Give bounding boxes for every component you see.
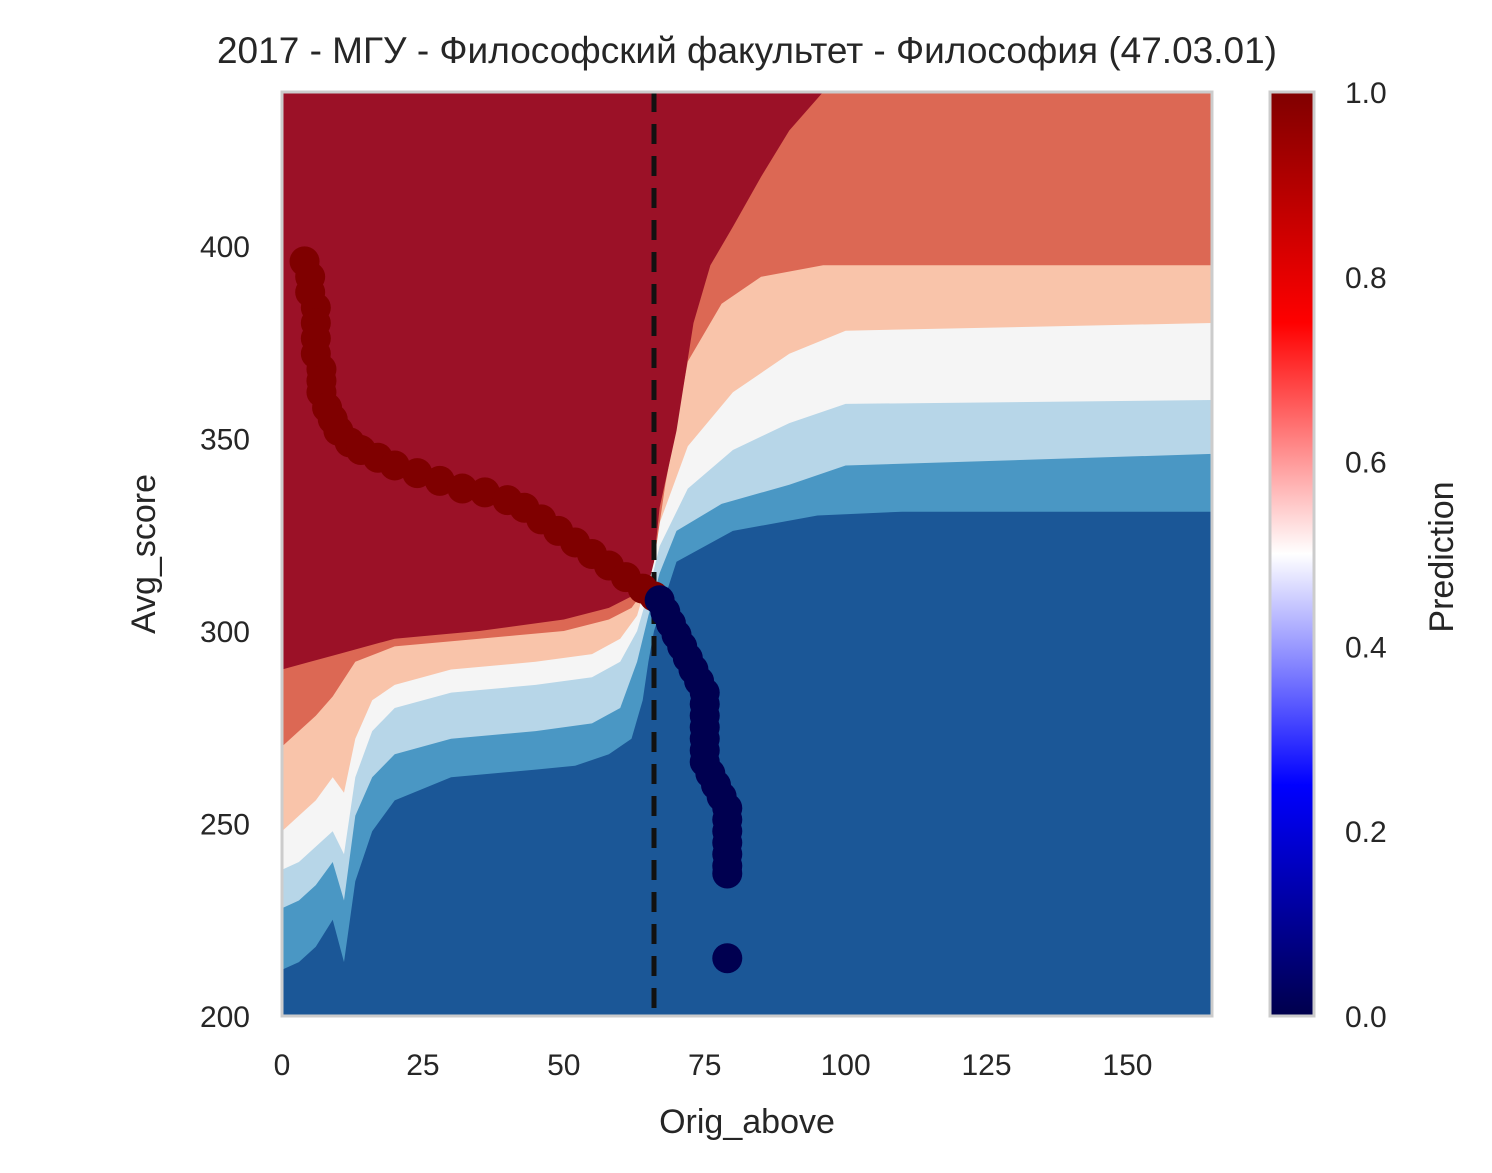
colorbar-tick-label: 0.2: [1345, 816, 1387, 849]
chart-title: 2017 - МГУ - Философский факультет - Фил…: [217, 30, 1277, 71]
plot-area: [282, 92, 1212, 1016]
x-tick-label: 75: [688, 1049, 721, 1082]
plot-frame: [280, 90, 1214, 1018]
scatter-point-s0: [424, 465, 455, 496]
contour-band-6: [282, 92, 824, 670]
colorbar-tick-label: 0.4: [1345, 631, 1387, 664]
y-tick-label: 300: [200, 616, 250, 649]
colorbar-tick-label: 0.0: [1345, 1001, 1387, 1034]
y-tick-label: 400: [200, 231, 250, 264]
scatter-point-s1: [712, 858, 743, 889]
x-tick-label: 150: [1102, 1049, 1152, 1082]
x-tick-label: 125: [962, 1049, 1012, 1082]
scatter-point-s0: [402, 458, 433, 489]
scatter-point-s0: [379, 450, 410, 481]
y-tick-label: 350: [200, 424, 250, 457]
colorbar-ticks: 0.0 0.2 0.4 0.6 0.8 1.0: [1345, 77, 1387, 1034]
y-tick-label: 250: [200, 809, 250, 842]
y-axis-label: Avg_score: [125, 474, 163, 634]
scatter-point-s0: [469, 477, 500, 508]
colorbar-tick-label: 0.8: [1345, 262, 1387, 295]
x-tick-label: 0: [274, 1049, 291, 1082]
colorbar-gradient: [1268, 90, 1316, 1018]
y-axis: 200 250 300 350 400: [200, 231, 250, 1034]
y-tick-label: 200: [200, 1001, 250, 1034]
scatter-point-s0: [447, 473, 478, 504]
contour-layer: [282, 92, 1212, 970]
x-axis-label: Orig_above: [659, 1103, 835, 1141]
colorbar: 0.0 0.2 0.4 0.6 0.8 1.0 Prediction: [1268, 77, 1461, 1034]
x-tick-label: 100: [821, 1049, 871, 1082]
colorbar-tick-label: 0.6: [1345, 447, 1387, 480]
scatter-point-s1: [712, 943, 743, 974]
x-tick-label: 25: [406, 1049, 439, 1082]
x-tick-label: 50: [547, 1049, 580, 1082]
colorbar-label: Prediction: [1423, 481, 1461, 632]
scatter-layer: [289, 246, 743, 974]
x-axis: 0 25 50 75 100 125 150: [274, 1049, 1153, 1082]
colorbar-tick-label: 1.0: [1345, 77, 1387, 110]
